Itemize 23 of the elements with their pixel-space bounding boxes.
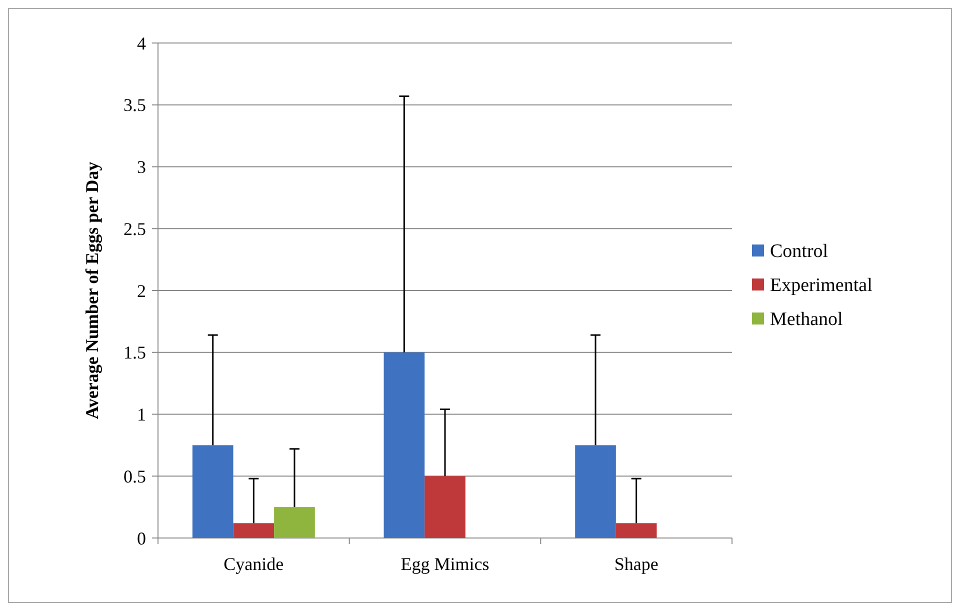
legend-label: Control xyxy=(770,241,828,262)
bar xyxy=(616,523,657,538)
bar xyxy=(575,445,616,538)
y-tick-label: 2.5 xyxy=(124,218,146,239)
y-tick-label: 3 xyxy=(137,157,146,178)
bar xyxy=(233,523,274,538)
y-tick-label: 4 xyxy=(137,33,146,54)
y-tick-label: 1 xyxy=(137,404,146,425)
bar xyxy=(384,352,425,538)
y-tick-label: 2 xyxy=(137,280,146,301)
bar xyxy=(192,445,234,538)
legend-label: Methanol xyxy=(770,309,843,330)
y-tick-label: 0.5 xyxy=(124,466,146,486)
y-tick-label: 0 xyxy=(137,528,146,548)
y-tick-label: 3.5 xyxy=(124,95,146,116)
bar xyxy=(274,507,315,538)
legend-label: Experimental xyxy=(770,275,872,296)
bar xyxy=(424,476,466,538)
x-tick-label: Cyanide xyxy=(224,554,284,574)
x-tick-label: Shape xyxy=(614,554,658,574)
y-tick-label: 1.5 xyxy=(124,342,146,363)
y-axis-title: Average Number of Eggs per Day xyxy=(82,162,102,420)
x-tick-label: Egg Mimics xyxy=(400,554,490,574)
